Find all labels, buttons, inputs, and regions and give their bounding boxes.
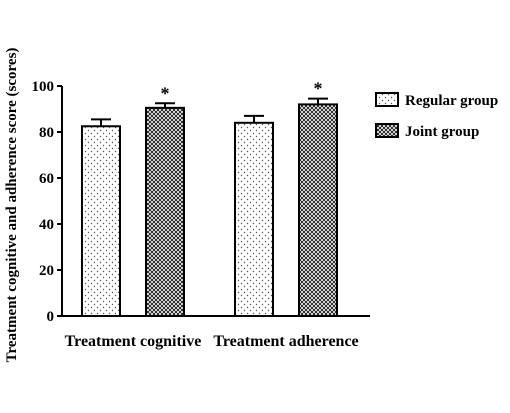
y-tick-label: 60 xyxy=(39,171,54,187)
x-category-label: Treatment cognitive xyxy=(65,333,202,350)
y-axis-title: Treatment cognitive and adherence score … xyxy=(4,48,20,363)
bar-joint-group xyxy=(298,103,338,318)
legend-label: Regular group xyxy=(405,93,498,109)
legend-label: Joint group xyxy=(405,124,479,140)
x-category-label: Treatment adherence xyxy=(213,333,358,350)
y-tick-label: 40 xyxy=(39,217,54,233)
bar-regular-group xyxy=(234,121,274,317)
legend-swatch-joint-group xyxy=(375,123,399,138)
y-tick-label: 80 xyxy=(39,125,54,141)
y-tick-label: 0 xyxy=(47,309,55,325)
significance-marker: * xyxy=(161,83,170,103)
bar-regular-group xyxy=(81,125,121,317)
y-tick-label: 20 xyxy=(39,263,54,279)
bar-joint-group xyxy=(145,106,185,317)
significance-marker: * xyxy=(314,79,323,99)
y-tick-label: 100 xyxy=(32,79,55,95)
legend-swatch-regular-group xyxy=(375,92,399,107)
